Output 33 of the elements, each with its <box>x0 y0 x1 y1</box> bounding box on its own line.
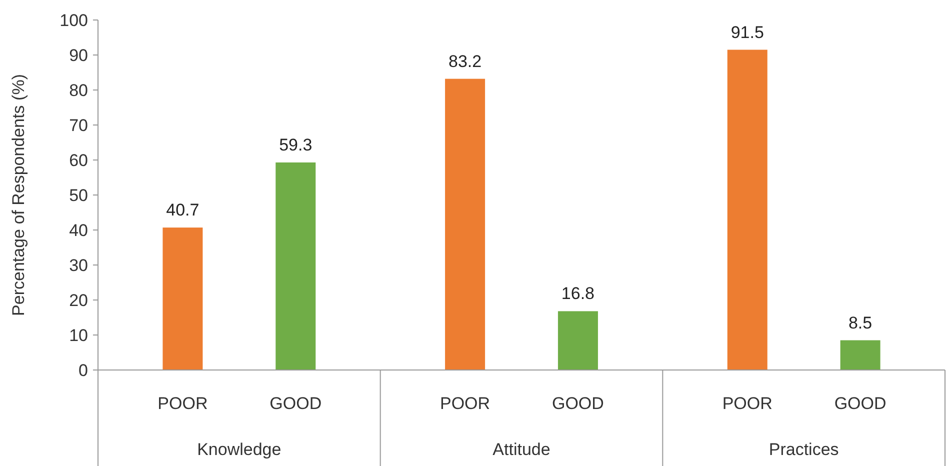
bar <box>276 162 316 370</box>
y-tick-label: 30 <box>69 256 88 275</box>
data-label: 8.5 <box>848 313 872 332</box>
x-tick-label: Knowledge <box>197 440 282 459</box>
series-label: POOR <box>440 394 490 413</box>
x-tick-label: Attitude <box>492 440 550 459</box>
y-tick-label: 0 <box>78 360 88 380</box>
y-tick-label: 60 <box>69 150 88 170</box>
text: GOOD <box>552 394 604 413</box>
bar <box>840 340 880 370</box>
y-tick-label: 70 <box>69 116 88 135</box>
data-label: 59.3 <box>279 135 312 154</box>
text: POOR <box>722 394 772 413</box>
y-axis-title: Percentage of Respondents (%) <box>9 74 28 316</box>
y-tick-label: 50 <box>69 186 88 205</box>
x-tick-label: Practices <box>768 440 839 459</box>
y-tick-label: 10 <box>69 326 88 345</box>
y-tick-label: 80 <box>69 80 88 100</box>
text: GOOD <box>270 394 322 413</box>
bar <box>727 50 768 370</box>
text: POOR <box>158 394 208 413</box>
data-label: 91.5 <box>730 22 764 42</box>
bar <box>558 311 598 370</box>
data-label: 40.7 <box>166 200 200 220</box>
bar <box>445 78 486 370</box>
data-label: 83.2 <box>448 52 482 71</box>
bar <box>162 228 203 370</box>
y-tick-label: 20 <box>69 290 88 310</box>
y-tick-label: 40 <box>69 220 88 240</box>
y-tick-label: 90 <box>69 46 88 65</box>
series-label: GOOD <box>834 394 886 413</box>
y-tick-label: 100 <box>60 10 88 30</box>
data-label: 16.8 <box>561 284 595 304</box>
